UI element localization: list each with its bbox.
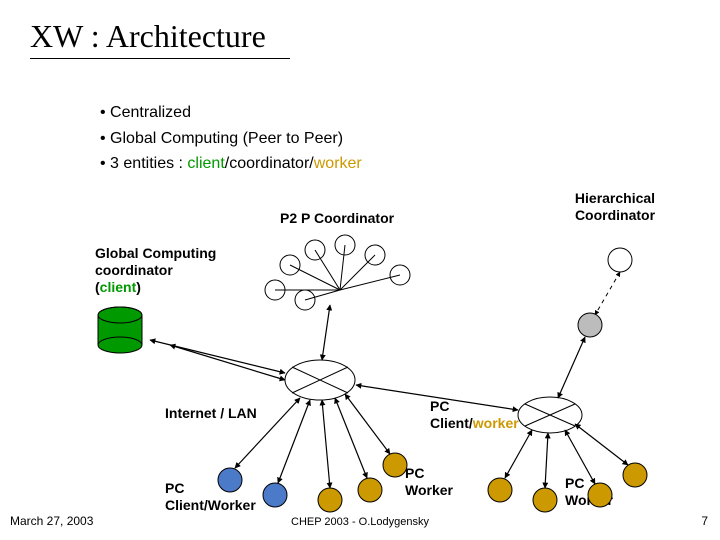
hier-to-coord-link	[558, 337, 585, 398]
right-worker-arrows	[505, 424, 628, 488]
hierarchical-group	[578, 248, 632, 337]
p2p-coord-cluster	[265, 235, 410, 310]
coord-link	[356, 385, 518, 410]
central-worker-arrows	[235, 394, 390, 488]
architecture-diagram	[0, 0, 720, 540]
central-coordinator-node	[285, 360, 355, 400]
database-icon	[98, 307, 142, 353]
right-coordinator-node	[518, 397, 582, 433]
